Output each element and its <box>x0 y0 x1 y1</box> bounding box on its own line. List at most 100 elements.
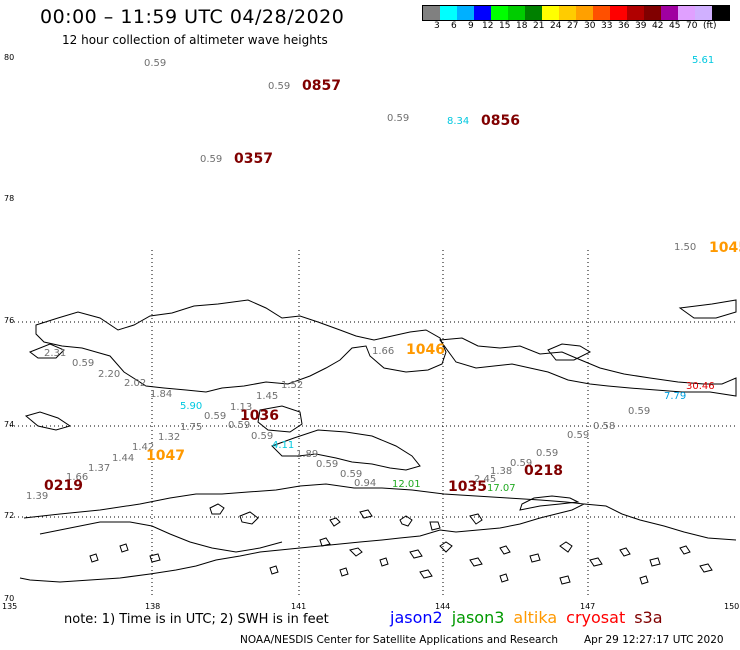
wave-height-label: 1.75 <box>180 422 202 433</box>
legend-label: 36 <box>618 21 630 31</box>
legend-swatch <box>712 6 729 20</box>
color-legend-labels: 3 6 9 12 15 18 21 24 27 30 33 36 39 42 45 70 (ft) <box>422 21 740 33</box>
legend-label: (ft) <box>703 21 717 31</box>
wave-height-label: 2.31 <box>44 348 66 359</box>
legend-label: 24 <box>550 21 562 31</box>
lon-label-144: 144 <box>435 602 451 611</box>
pass-time-label: 0218 <box>524 463 563 479</box>
coastline-bay-inner <box>519 495 580 511</box>
wave-height-label: 8.34 <box>447 116 469 127</box>
wave-height-label: 0.94 <box>354 478 376 489</box>
legend-label: 39 <box>635 21 647 31</box>
legend-swatch <box>457 6 474 20</box>
legend-label: 15 <box>499 21 511 31</box>
wave-height-label: 1.13 <box>230 402 252 413</box>
coastline-new-siberia-east <box>439 337 737 397</box>
lat-label-70: 70 <box>4 594 15 603</box>
coastline-northeast-tip <box>678 299 737 319</box>
tundra-lakes <box>89 503 713 585</box>
wave-height-label: 1.52 <box>281 380 303 391</box>
pass-time-label: 1046 <box>406 342 445 358</box>
wave-height-label: 1.50 <box>674 242 696 253</box>
wave-height-label: 1.42 <box>132 442 154 453</box>
wave-height-label: 5.61 <box>692 55 714 66</box>
wave-height-label: 12.01 <box>392 479 421 490</box>
legend-label: 3 <box>434 21 440 31</box>
legend-swatch <box>627 6 644 20</box>
satellite-jason2: jason2 <box>390 608 443 627</box>
legend-swatch <box>678 6 695 20</box>
legend-label: 9 <box>468 21 474 31</box>
legend-label: 6 <box>451 21 457 31</box>
lat-label-80: 80 <box>4 53 15 62</box>
page-subtitle: 12 hour collection of altimeter wave hei… <box>62 33 328 47</box>
legend-swatch <box>423 6 440 20</box>
wave-height-label: 2.20 <box>98 369 120 380</box>
legend-swatch <box>644 6 661 20</box>
coastline-mainland <box>19 483 586 583</box>
coastlines <box>19 299 737 583</box>
legend-label: 21 <box>533 21 545 31</box>
satellite-altika: altika <box>513 608 558 627</box>
pass-time-label: 0357 <box>234 151 273 167</box>
color-legend <box>422 5 730 21</box>
legend-swatch <box>440 6 457 20</box>
wave-height-label: 7.79 <box>664 391 686 402</box>
wave-height-label: 0.59 <box>387 113 409 124</box>
satellite-jason3: jason3 <box>451 608 505 627</box>
footer-note: note: 1) Time is in UTC; 2) SWH is in fe… <box>64 612 329 627</box>
lat-label-78: 78 <box>4 194 15 203</box>
legend-label: 12 <box>482 21 494 31</box>
pass-time-label: 0857 <box>302 78 341 94</box>
wave-height-label: 0.59 <box>510 458 532 469</box>
legend-swatch <box>474 6 491 20</box>
wave-height-label: 0.58 <box>593 421 615 432</box>
coastline-lyakhovsky <box>271 429 421 471</box>
lat-label-74: 74 <box>4 420 15 429</box>
wave-height-label: 1.39 <box>26 491 48 502</box>
wave-height-label: 0.59 <box>268 81 290 92</box>
wave-height-label: 1.84 <box>150 389 172 400</box>
wave-height-label: 1.32 <box>158 432 180 443</box>
wave-height-label: 0.59 <box>340 469 362 480</box>
footer-credit: NOAA/NESDIS Center for Satellite Applica… <box>240 634 558 646</box>
wave-height-label: 0.59 <box>628 406 650 417</box>
lon-label-147: 147 <box>580 602 596 611</box>
wave-height-label: 1.44 <box>112 453 134 464</box>
wave-height-label: 1.38 <box>490 466 512 477</box>
legend-label: 33 <box>601 21 613 31</box>
lon-label-135: 135 <box>2 602 18 611</box>
satellite-legend: jason2 jason3 altika cryosat s3a <box>390 608 672 627</box>
wave-height-label: 0.59 <box>144 58 166 69</box>
wave-height-label: 0.59 <box>251 431 273 442</box>
legend-swatch <box>508 6 525 20</box>
coastline-kotelny <box>35 299 447 393</box>
legend-swatch <box>610 6 627 20</box>
pass-time-label: 0219 <box>44 478 83 494</box>
legend-swatch <box>542 6 559 20</box>
wave-height-label: 2.45 <box>474 474 496 485</box>
wave-height-label: 1.45 <box>256 391 278 402</box>
pass-time-label: 1047 <box>146 448 185 464</box>
legend-label: 42 <box>652 21 664 31</box>
legend-label: 70 <box>686 21 698 31</box>
wave-height-label: 0.59 <box>316 459 338 470</box>
legend-label: 45 <box>669 21 681 31</box>
lat-label-72: 72 <box>4 511 15 520</box>
pass-time-label: 1036 <box>240 408 279 424</box>
wave-height-label: 5.90 <box>180 401 202 412</box>
legend-swatch <box>695 6 712 20</box>
graticule <box>10 250 735 598</box>
coastline-belkovsky <box>257 405 303 433</box>
lat-label-76: 76 <box>4 316 15 325</box>
wave-height-label: 0.59 <box>228 420 250 431</box>
legend-label: 30 <box>584 21 596 31</box>
wave-height-label: 4.11 <box>272 440 294 451</box>
wave-height-label: 1.89 <box>296 449 318 460</box>
lon-label-150: 150 <box>724 602 740 611</box>
coastline-peninsula-west <box>39 521 283 553</box>
wave-height-label: 0.59 <box>536 448 558 459</box>
wave-height-label: 0.59 <box>200 154 222 165</box>
coastline-islet-east <box>547 343 592 361</box>
